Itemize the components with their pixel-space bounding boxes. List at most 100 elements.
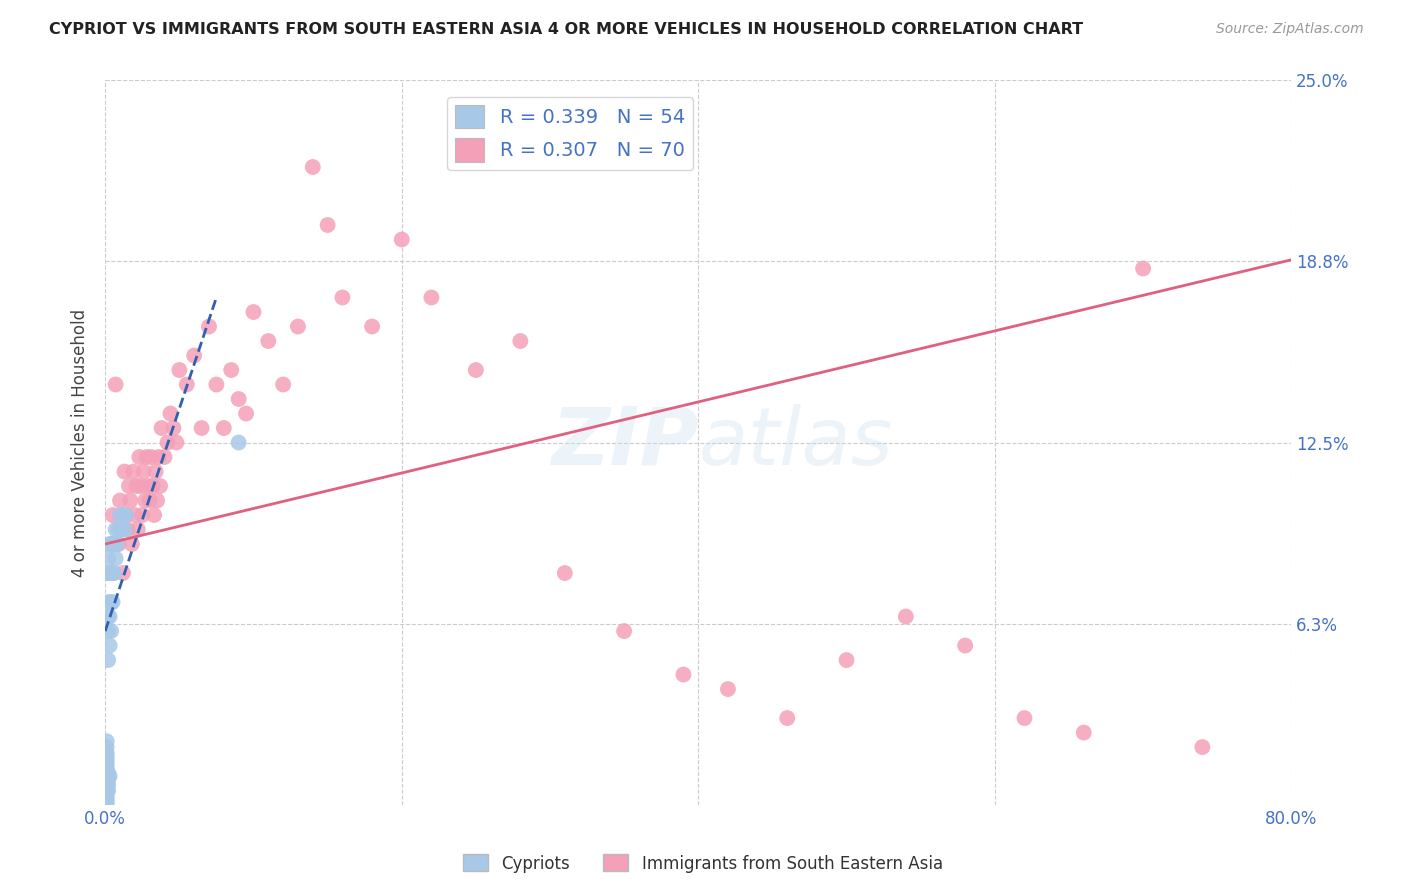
Point [717, 681, 740, 696]
Point [613, 624, 636, 638]
Point [1132, 261, 1154, 276]
Legend: R = 0.339   N = 54, R = 0.307   N = 70: R = 0.339 N = 54, R = 0.307 N = 70 [447, 97, 693, 169]
Legend: Cypriots, Immigrants from South Eastern Asia: Cypriots, Immigrants from South Eastern … [457, 847, 949, 880]
Point [96, 769, 118, 783]
Point [96, 746, 118, 760]
Point [96, 787, 118, 801]
Point [97, 766, 120, 780]
Point [96, 760, 118, 774]
Point [509, 334, 531, 348]
Point [128, 450, 150, 464]
Point [332, 291, 354, 305]
Point [96, 798, 118, 813]
Point [1014, 711, 1036, 725]
Point [118, 479, 141, 493]
Point [156, 435, 179, 450]
Point [145, 465, 167, 479]
Point [111, 508, 134, 522]
Point [464, 363, 486, 377]
Point [104, 523, 127, 537]
Point [96, 778, 118, 792]
Point [391, 232, 413, 246]
Point [835, 653, 858, 667]
Point [107, 523, 129, 537]
Point [148, 450, 170, 464]
Point [212, 421, 235, 435]
Point [105, 537, 128, 551]
Point [103, 566, 125, 580]
Point [125, 479, 148, 493]
Point [1191, 740, 1213, 755]
Point [228, 435, 250, 450]
Point [301, 160, 323, 174]
Point [97, 566, 120, 580]
Point [96, 755, 118, 769]
Point [953, 639, 976, 653]
Point [198, 319, 221, 334]
Point [235, 407, 257, 421]
Point [127, 523, 149, 537]
Point [96, 764, 118, 778]
Point [115, 508, 138, 522]
Y-axis label: 4 or more Vehicles in Household: 4 or more Vehicles in Household [72, 309, 89, 576]
Point [96, 740, 118, 755]
Point [97, 595, 120, 609]
Point [98, 769, 121, 783]
Text: atlas: atlas [699, 403, 893, 482]
Point [162, 421, 184, 435]
Point [96, 789, 118, 804]
Point [97, 653, 120, 667]
Point [96, 757, 118, 772]
Point [287, 319, 309, 334]
Point [134, 493, 156, 508]
Point [132, 465, 155, 479]
Point [108, 508, 131, 522]
Point [114, 523, 136, 537]
Point [228, 392, 250, 406]
Point [104, 377, 127, 392]
Point [361, 319, 384, 334]
Point [101, 595, 124, 609]
Point [96, 752, 118, 766]
Point [111, 566, 134, 580]
Point [98, 537, 121, 551]
Point [97, 624, 120, 638]
Point [153, 450, 176, 464]
Point [115, 508, 138, 522]
Point [101, 508, 124, 522]
Point [120, 493, 142, 508]
Point [124, 508, 146, 522]
Point [114, 465, 136, 479]
Point [103, 537, 125, 551]
Point [108, 493, 131, 508]
Point [98, 566, 121, 580]
Point [176, 377, 198, 392]
Point [117, 523, 139, 537]
Point [150, 421, 173, 435]
Point [96, 748, 118, 763]
Point [96, 775, 118, 789]
Point [97, 778, 120, 792]
Point [141, 450, 163, 464]
Point [96, 783, 118, 797]
Point [104, 551, 127, 566]
Point [101, 566, 124, 580]
Text: ZIP: ZIP [551, 403, 699, 482]
Point [98, 609, 121, 624]
Point [219, 363, 242, 377]
Point [138, 493, 160, 508]
Point [97, 551, 120, 566]
Point [169, 363, 191, 377]
Point [96, 780, 118, 795]
Point [159, 407, 181, 421]
Point [1073, 725, 1095, 739]
Point [100, 566, 122, 580]
Point [100, 624, 122, 638]
Point [776, 711, 799, 725]
Point [136, 479, 159, 493]
Point [107, 537, 129, 551]
Point [149, 479, 172, 493]
Point [97, 772, 120, 786]
Point [96, 766, 118, 780]
Point [110, 523, 132, 537]
